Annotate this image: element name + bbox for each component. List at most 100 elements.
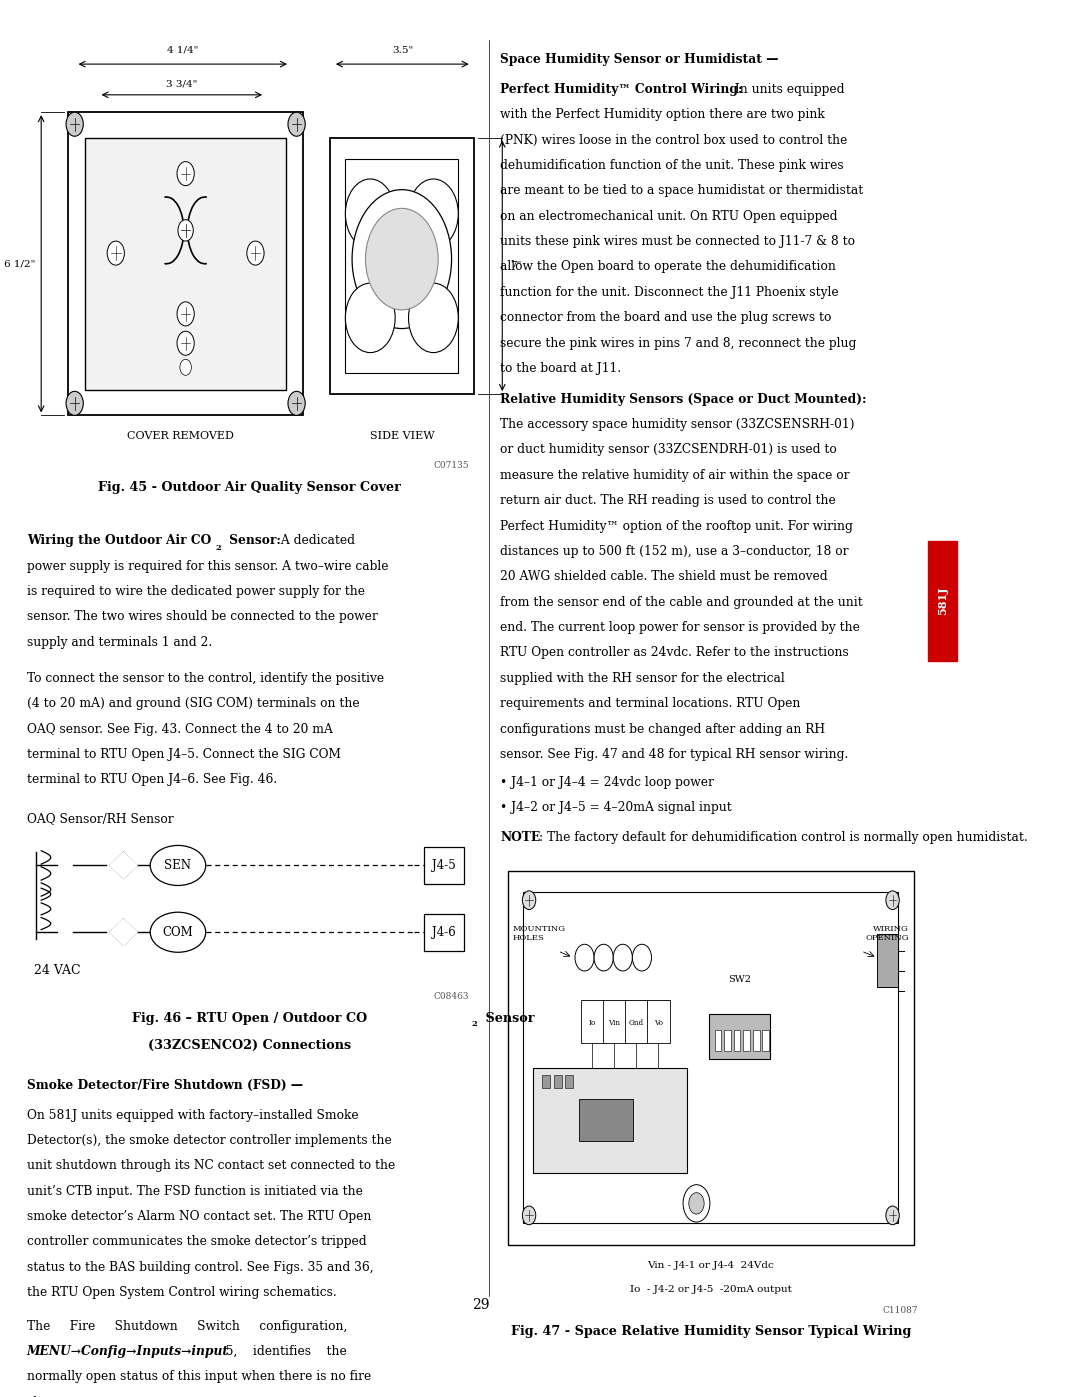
Text: Fig. 46 – RTU Open / Outdoor CO: Fig. 46 – RTU Open / Outdoor CO: [132, 1013, 367, 1025]
Circle shape: [633, 944, 651, 971]
Text: status to the BAS building control. See Figs. 35 and 36,: status to the BAS building control. See …: [27, 1261, 374, 1274]
Text: unit shutdown through its NC contact set connected to the: unit shutdown through its NC contact set…: [27, 1160, 395, 1172]
Circle shape: [886, 891, 900, 909]
Text: NOTE: NOTE: [500, 831, 541, 844]
Text: Perfect Humidity™ option of the rooftop unit. For wiring: Perfect Humidity™ option of the rooftop …: [500, 520, 853, 532]
Bar: [753, 1030, 759, 1051]
Text: terminal to RTU Open J4–6. See Fig. 46.: terminal to RTU Open J4–6. See Fig. 46.: [27, 774, 278, 787]
Text: The accessory space humidity sensor (33ZCSENSRH-01): The accessory space humidity sensor (33Z…: [500, 418, 855, 432]
Text: C11087: C11087: [882, 1306, 918, 1315]
Bar: [330, 137, 473, 394]
Bar: [68, 112, 303, 415]
Bar: [603, 1000, 625, 1044]
Bar: [532, 1067, 687, 1172]
Text: smoke detector’s Alarm NO contact set. The RTU Open: smoke detector’s Alarm NO contact set. T…: [27, 1210, 372, 1222]
Ellipse shape: [150, 912, 205, 953]
Text: Relative Humidity Sensors (Space or Duct Mounted):: Relative Humidity Sensors (Space or Duct…: [500, 393, 867, 405]
Text: J4-5: J4-5: [432, 859, 456, 872]
Text: Smoke Detector/Fire Shutdown (FSD) —: Smoke Detector/Fire Shutdown (FSD) —: [27, 1078, 302, 1092]
Text: (4 to 20 mA) and ground (SIG COM) terminals on the: (4 to 20 mA) and ground (SIG COM) termin…: [27, 697, 360, 710]
Circle shape: [523, 1206, 536, 1225]
Circle shape: [408, 179, 458, 249]
Polygon shape: [110, 919, 137, 946]
Bar: [708, 1014, 770, 1059]
Circle shape: [288, 112, 306, 137]
Bar: [581, 1000, 604, 1044]
Text: 3 3/4": 3 3/4": [166, 80, 198, 88]
Text: on an electromechanical unit. On RTU Open equipped: on an electromechanical unit. On RTU Ope…: [500, 210, 838, 222]
Text: sensor. See Fig. 47 and 48 for typical RH sensor wiring.: sensor. See Fig. 47 and 48 for typical R…: [500, 747, 849, 761]
Circle shape: [575, 944, 594, 971]
Text: power supply is required for this sensor. A two–wire cable: power supply is required for this sensor…: [27, 560, 389, 573]
Bar: [346, 159, 458, 373]
Bar: [762, 1030, 769, 1051]
Text: Io: Io: [589, 1018, 596, 1027]
Circle shape: [346, 284, 395, 352]
Circle shape: [594, 944, 613, 971]
Text: Gnd: Gnd: [629, 1018, 644, 1027]
Text: return air duct. The RH reading is used to control the: return air duct. The RH reading is used …: [500, 495, 836, 507]
Circle shape: [177, 331, 194, 355]
Text: Space Humidity Sensor or Humidistat —: Space Humidity Sensor or Humidistat —: [500, 53, 779, 67]
Text: Vin - J4-1 or J4-4  24Vdc: Vin - J4-1 or J4-4 24Vdc: [647, 1261, 774, 1270]
Text: the RTU Open System Control wiring schematics.: the RTU Open System Control wiring schem…: [27, 1287, 337, 1299]
Circle shape: [66, 391, 83, 415]
Circle shape: [352, 190, 451, 328]
Text: 7": 7": [510, 261, 522, 270]
Circle shape: [247, 242, 265, 265]
Text: Io  - J4-2 or J4-5  -20mA output: Io - J4-2 or J4-5 -20mA output: [630, 1285, 792, 1294]
Text: 2: 2: [215, 543, 221, 552]
Text: On 581J units equipped with factory–installed Smoke: On 581J units equipped with factory–inst…: [27, 1109, 359, 1122]
Bar: [85, 137, 286, 390]
Circle shape: [886, 1206, 900, 1225]
Text: COM: COM: [163, 926, 193, 939]
Text: 6 1/2": 6 1/2": [4, 260, 36, 268]
Circle shape: [107, 242, 124, 265]
Text: Sensor: Sensor: [482, 1013, 535, 1025]
Text: connector from the board and use the plug screws to: connector from the board and use the plu…: [500, 312, 832, 324]
Circle shape: [683, 1185, 710, 1222]
Text: 581J: 581J: [936, 587, 948, 615]
Text: dehumidification function of the unit. These pink wires: dehumidification function of the unit. T…: [500, 159, 843, 172]
Circle shape: [523, 891, 536, 909]
Text: A dedicated: A dedicated: [278, 534, 355, 548]
Text: OAQ sensor. See Fig. 43. Connect the 4 to 20 mA: OAQ sensor. See Fig. 43. Connect the 4 t…: [27, 722, 333, 736]
Circle shape: [66, 112, 83, 137]
Bar: [733, 1030, 741, 1051]
Text: COVER REMOVED: COVER REMOVED: [127, 432, 234, 441]
Text: C08463: C08463: [433, 992, 469, 1002]
Circle shape: [288, 391, 306, 415]
Text: allow the Open board to operate the dehumidification: allow the Open board to operate the dehu…: [500, 260, 836, 274]
Bar: [725, 1030, 731, 1051]
Text: MENU→Config→Inputs→input: MENU→Config→Inputs→input: [27, 1345, 229, 1358]
Text: 29: 29: [472, 1298, 490, 1312]
Text: secure the pink wires in pins 7 and 8, reconnect the plug: secure the pink wires in pins 7 and 8, r…: [500, 337, 856, 349]
Bar: [566, 1074, 573, 1088]
Text: Fig. 47 - Space Relative Humidity Sensor Typical Wiring: Fig. 47 - Space Relative Humidity Sensor…: [511, 1324, 912, 1338]
Text: with the Perfect Humidity option there are two pink: with the Perfect Humidity option there a…: [500, 108, 825, 122]
Text: • J4–2 or J4–5 = 4–20mA signal input: • J4–2 or J4–5 = 4–20mA signal input: [500, 802, 732, 814]
Bar: [624, 1000, 648, 1044]
Text: Wiring the Outdoor Air CO: Wiring the Outdoor Air CO: [27, 534, 211, 548]
Text: RTU Open controller as 24vdc. Refer to the instructions: RTU Open controller as 24vdc. Refer to t…: [500, 647, 849, 659]
Bar: [423, 847, 464, 884]
Text: normally open status of this input when there is no fire: normally open status of this input when …: [27, 1370, 372, 1383]
Text: WIRING
OPENING: WIRING OPENING: [865, 925, 909, 942]
Text: 4 1/4": 4 1/4": [167, 46, 199, 54]
Circle shape: [613, 944, 633, 971]
Text: 2: 2: [472, 1020, 477, 1028]
Text: In units equipped: In units equipped: [731, 82, 845, 96]
Text: function for the unit. Disconnect the J11 Phoenix style: function for the unit. Disconnect the J1…: [500, 286, 839, 299]
Text: 24 VAC: 24 VAC: [35, 964, 81, 978]
Text: supply and terminals 1 and 2.: supply and terminals 1 and 2.: [27, 636, 212, 648]
Text: SEN: SEN: [164, 859, 191, 872]
Text: is required to wire the dedicated power supply for the: is required to wire the dedicated power …: [27, 585, 365, 598]
Text: SIDE VIEW: SIDE VIEW: [369, 432, 434, 441]
Text: to the board at J11.: to the board at J11.: [500, 362, 621, 374]
Circle shape: [178, 219, 193, 242]
Text: units these pink wires must be connected to J11-7 & 8 to: units these pink wires must be connected…: [500, 235, 855, 249]
Circle shape: [408, 284, 458, 352]
Text: Perfect Humidity™ Control Wiring:: Perfect Humidity™ Control Wiring:: [500, 82, 743, 96]
Bar: [647, 1000, 670, 1044]
Bar: [579, 1099, 633, 1141]
